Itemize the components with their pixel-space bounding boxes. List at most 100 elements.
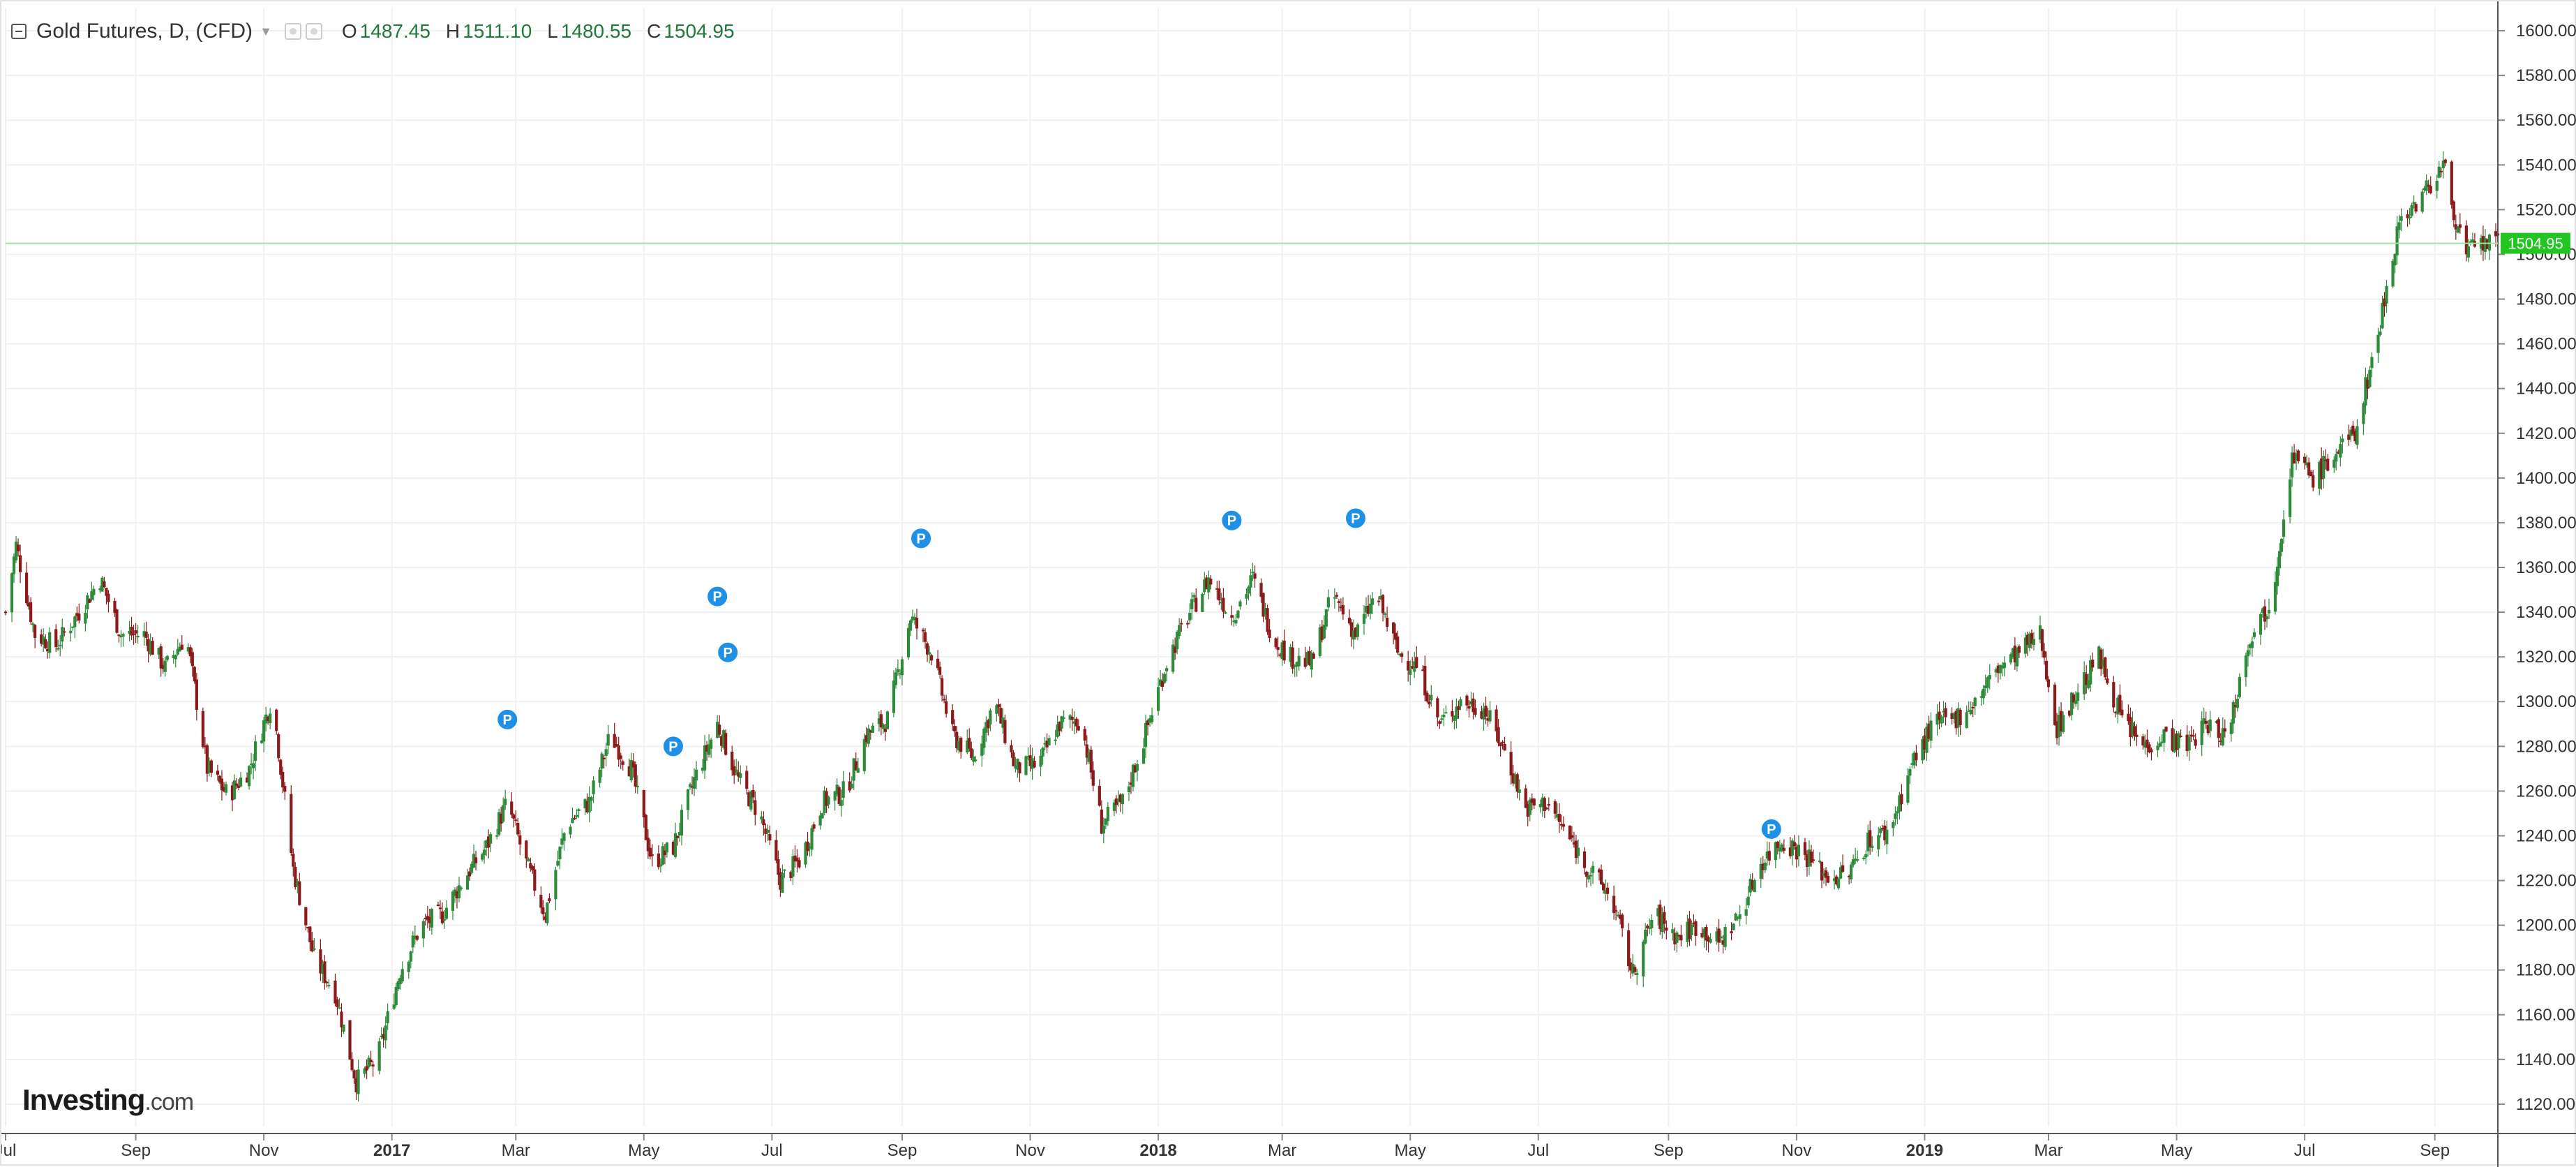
candle-body — [2454, 224, 2457, 230]
candle-body — [1839, 867, 1843, 879]
candle-body — [2116, 697, 2120, 715]
candle-body — [2127, 713, 2130, 722]
candle-body — [2215, 721, 2218, 723]
candle-body — [1438, 721, 1441, 724]
candle-body — [1423, 666, 1427, 696]
candle-body — [107, 593, 110, 602]
y-tick-label: 1220.00 — [2516, 872, 2576, 891]
event-marker — [496, 708, 519, 731]
candle-body — [1156, 687, 1160, 711]
candle-body — [1619, 914, 1622, 919]
event-marker-label: P — [712, 590, 721, 605]
candle-body — [2362, 403, 2365, 424]
candle-body — [2368, 369, 2372, 387]
candle-body — [1617, 914, 1620, 916]
candle-body — [1163, 674, 1167, 683]
candle-body — [147, 639, 150, 652]
candle-body — [2233, 705, 2237, 707]
candle-body — [777, 858, 780, 875]
candle-body — [768, 834, 772, 841]
ohlc-open-value: 1487.45 — [359, 20, 430, 42]
chevron-down-icon[interactable]: ▼ — [260, 24, 272, 38]
x-tick-label: May — [628, 1141, 659, 1160]
candle-body — [1587, 875, 1591, 879]
candle-body — [925, 643, 929, 655]
candle-body — [24, 572, 29, 604]
candle-body — [2223, 728, 2226, 732]
candle-body — [1509, 752, 1513, 775]
candle-body — [997, 704, 1001, 708]
symbol-title[interactable]: Gold Futures, D, (CFD) — [36, 20, 253, 43]
logo-suffix: .com — [144, 1089, 194, 1115]
last-price-badge — [2501, 232, 2570, 254]
candle-body — [2441, 161, 2445, 169]
candle-body — [2290, 452, 2294, 478]
candle-body — [1484, 706, 1488, 717]
x-tick-label: Sep — [2420, 1141, 2450, 1160]
candle-body — [2435, 180, 2439, 191]
candle-body — [1320, 626, 1324, 640]
candle-body — [650, 854, 654, 856]
candle-body — [2312, 475, 2315, 488]
candle-body — [883, 728, 887, 732]
candle-body — [2383, 298, 2386, 306]
candle-body — [527, 858, 530, 862]
candle-body — [1224, 612, 1227, 614]
candle-body — [105, 588, 108, 596]
x-tick-label: 2017 — [373, 1141, 410, 1160]
candle-body — [600, 753, 604, 769]
candle-body — [1717, 928, 1721, 943]
candle-body — [275, 709, 278, 731]
settings-icon[interactable] — [284, 23, 301, 40]
investing-logo: Investing.com — [22, 1083, 194, 1117]
candle-body — [690, 786, 694, 788]
y-tick-label: 1120.00 — [2516, 1095, 2575, 1114]
candle-body — [943, 699, 946, 701]
candle-body — [911, 616, 915, 620]
candle-body — [984, 722, 988, 733]
candle-body — [1532, 798, 1536, 806]
candle-body — [2072, 694, 2076, 703]
candle-body — [459, 887, 463, 889]
candle-body — [230, 785, 234, 801]
candle-body — [915, 618, 919, 629]
candle-body — [1605, 887, 1610, 894]
candle-body — [606, 734, 610, 746]
visibility-icon[interactable] — [305, 23, 322, 40]
candle-body — [1971, 706, 1975, 708]
candle-body — [1881, 828, 1885, 830]
candle-body — [174, 655, 177, 660]
candle-body — [2385, 285, 2388, 304]
candle-body — [2469, 241, 2472, 243]
candle-body — [380, 1036, 383, 1038]
candle-body — [913, 616, 917, 620]
candle-body — [848, 781, 851, 791]
candle-body — [1499, 743, 1502, 747]
candle-body — [2335, 454, 2338, 462]
candle-body — [502, 805, 505, 822]
candle-body — [1026, 756, 1030, 758]
candle-body — [1201, 593, 1204, 612]
candle-body — [1091, 770, 1095, 786]
candle-body — [2351, 425, 2355, 435]
collapse-icon[interactable] — [11, 24, 27, 39]
candle-body — [2040, 629, 2044, 651]
candle-body — [1043, 743, 1047, 745]
candle-body — [556, 861, 560, 866]
candle-body — [1133, 765, 1137, 773]
candle-body — [1383, 613, 1387, 615]
candle-body — [908, 620, 913, 631]
candle-body — [1238, 601, 1242, 607]
candle-body — [1474, 708, 1477, 715]
y-tick-label: 1280.00 — [2516, 737, 2576, 756]
candle-body — [2429, 186, 2432, 193]
candle-body — [841, 781, 845, 798]
candle-body — [631, 761, 635, 768]
candle-body — [864, 735, 868, 743]
candle-body — [27, 602, 31, 607]
candle-body — [1956, 708, 1960, 728]
candle-body — [306, 927, 310, 929]
candle-body — [2015, 647, 2019, 667]
